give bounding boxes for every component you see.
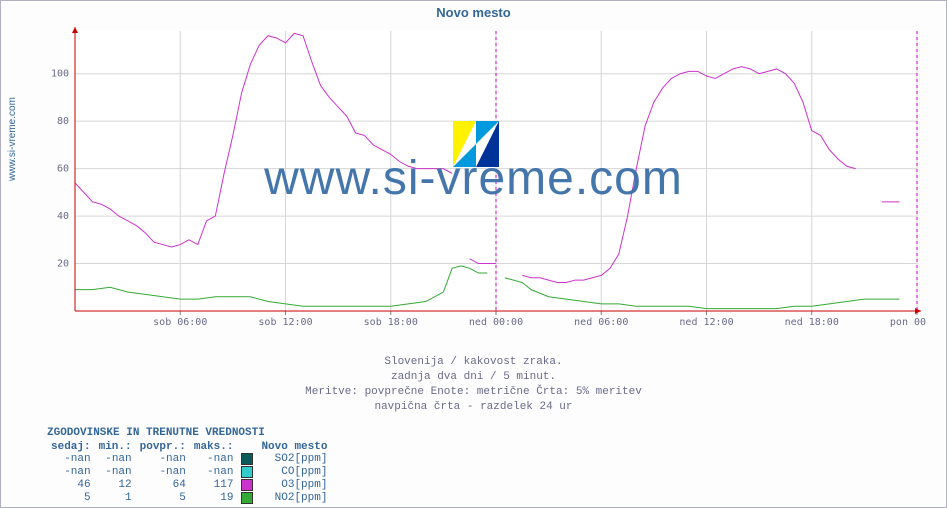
svg-text:60: 60 xyxy=(57,164,69,175)
legend-col-min: min.: xyxy=(95,441,136,453)
legend-col-swatch xyxy=(237,441,257,453)
svg-text:20: 20 xyxy=(57,259,69,270)
legend-row: -nan-nan-nan-nanCO[ppm] xyxy=(47,466,331,479)
legend-col-povpr: povpr.: xyxy=(136,441,190,453)
svg-text:ned 00:00: ned 00:00 xyxy=(469,317,523,328)
legend-col-series: Novo mesto xyxy=(257,441,331,453)
legend-row: 461264117O3[ppm] xyxy=(47,479,331,492)
legend-row: 51519NO2[ppm] xyxy=(47,492,331,505)
legend-block: ZGODOVINSKE IN TRENUTNE VREDNOSTI sedaj:… xyxy=(47,427,331,505)
y-axis-source-label: www.si-vreme.com xyxy=(7,97,18,181)
svg-text:80: 80 xyxy=(57,116,69,127)
legend-header-row: sedaj: min.: povpr.: maks.: Novo mesto xyxy=(47,441,331,453)
chart-plot: 20 40 60 80 100 sob 06:00 sob 12:00 sob 18:00 ne… xyxy=(47,25,927,335)
legend-title: ZGODOVINSKE IN TRENUTNE VREDNOSTI xyxy=(47,427,331,439)
svg-text:ned 06:00: ned 06:00 xyxy=(574,317,628,328)
legend-col-maks: maks.: xyxy=(190,441,238,453)
svg-text:100: 100 xyxy=(51,69,69,80)
svg-text:ned 18:00: ned 18:00 xyxy=(785,317,839,328)
svg-text:ned 12:00: ned 12:00 xyxy=(679,317,733,328)
svg-text:sob 06:00: sob 06:00 xyxy=(153,317,207,328)
svg-text:sob 12:00: sob 12:00 xyxy=(258,317,312,328)
legend-col-sedaj: sedaj: xyxy=(47,441,95,453)
svg-text:40: 40 xyxy=(57,211,69,222)
chart-title: Novo mesto xyxy=(1,5,946,20)
legend-row: -nan-nan-nan-nanSO2[ppm] xyxy=(47,453,331,466)
legend-table: sedaj: min.: povpr.: maks.: Novo mesto -… xyxy=(47,441,331,505)
chart-caption: Slovenija / kakovost zraka.zadnja dva dn… xyxy=(1,355,946,414)
chart-container: www.si-vreme.com Novo mesto 20 40 60 80 100 s… xyxy=(0,0,947,508)
svg-text:pon 00:00: pon 00:00 xyxy=(890,317,927,328)
svg-text:sob 18:00: sob 18:00 xyxy=(364,317,418,328)
